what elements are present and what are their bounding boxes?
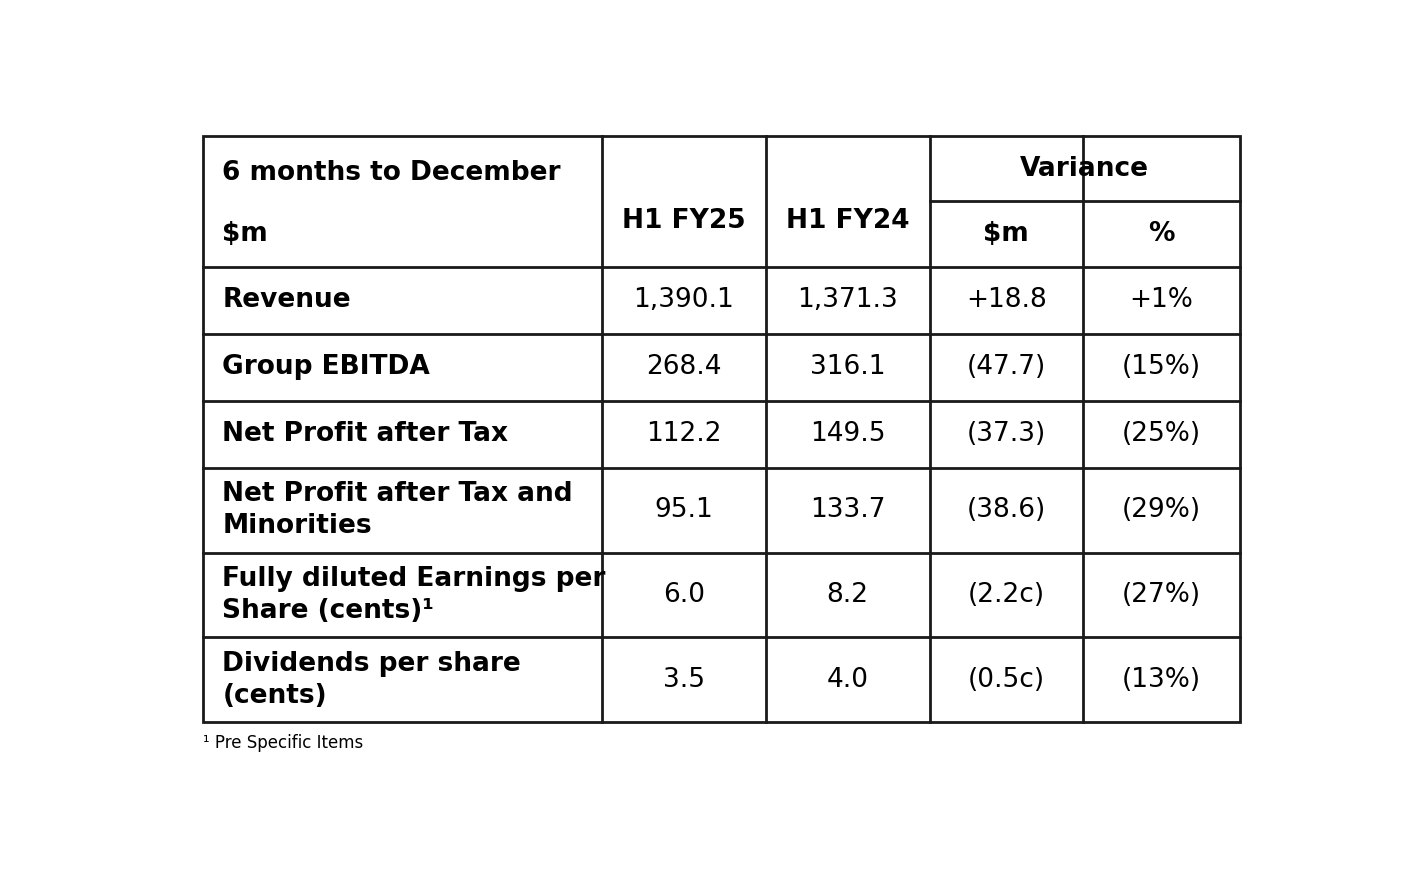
Text: (38.6): (38.6): [967, 497, 1046, 524]
Text: 8.2: 8.2: [827, 582, 869, 608]
Text: (47.7): (47.7): [967, 355, 1046, 380]
Text: H1 FY24: H1 FY24: [786, 208, 910, 234]
Text: +18.8: +18.8: [966, 287, 1047, 313]
Text: H1 FY25: H1 FY25: [622, 208, 746, 234]
Text: 133.7: 133.7: [810, 497, 886, 524]
Text: Net Profit after Tax: Net Profit after Tax: [222, 422, 508, 447]
Text: 316.1: 316.1: [810, 355, 886, 380]
Text: Revenue: Revenue: [222, 287, 351, 313]
Text: (37.3): (37.3): [967, 422, 1046, 447]
Text: (2.2c): (2.2c): [967, 582, 1045, 608]
Text: $m: $m: [983, 221, 1029, 247]
Text: +1%: +1%: [1129, 287, 1193, 313]
Text: (15%): (15%): [1122, 355, 1200, 380]
Text: 1,371.3: 1,371.3: [797, 287, 899, 313]
Text: Variance: Variance: [1021, 156, 1148, 182]
Bar: [202, 136, 1240, 722]
Text: 6 months to December: 6 months to December: [222, 159, 560, 186]
Text: 112.2: 112.2: [646, 422, 722, 447]
Text: 3.5: 3.5: [663, 667, 705, 693]
Text: Dividends per share
(cents): Dividends per share (cents): [222, 651, 521, 709]
Text: 149.5: 149.5: [810, 422, 886, 447]
Text: %: %: [1148, 221, 1175, 247]
Text: Net Profit after Tax and
Minorities: Net Profit after Tax and Minorities: [222, 481, 573, 539]
Text: (25%): (25%): [1122, 422, 1200, 447]
Text: (27%): (27%): [1122, 582, 1200, 608]
Text: 95.1: 95.1: [654, 497, 713, 524]
Text: (13%): (13%): [1122, 667, 1200, 693]
Text: 6.0: 6.0: [663, 582, 705, 608]
Text: (0.5c): (0.5c): [967, 667, 1045, 693]
Text: Group EBITDA: Group EBITDA: [222, 355, 430, 380]
Text: 1,390.1: 1,390.1: [633, 287, 734, 313]
Text: 268.4: 268.4: [646, 355, 722, 380]
Text: $m: $m: [222, 221, 268, 247]
Text: 4.0: 4.0: [827, 667, 869, 693]
Text: (29%): (29%): [1122, 497, 1200, 524]
Text: Fully diluted Earnings per
Share (cents)¹: Fully diluted Earnings per Share (cents)…: [222, 566, 605, 624]
Text: ¹ Pre Specific Items: ¹ Pre Specific Items: [202, 735, 364, 752]
